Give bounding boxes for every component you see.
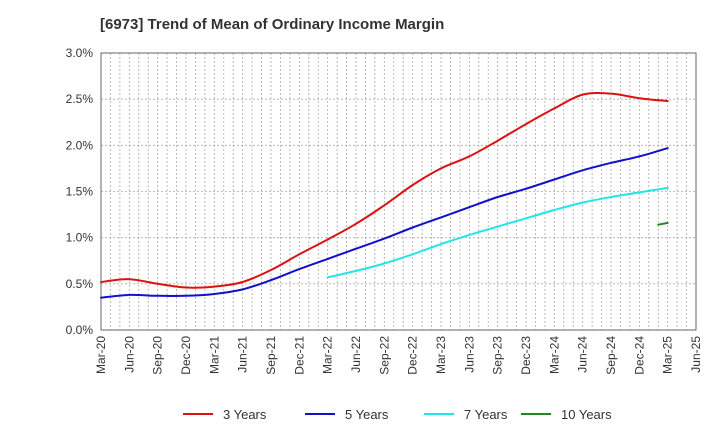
- x-tick-label: Jun-22: [349, 336, 363, 373]
- x-tick-label: Jun-24: [576, 336, 590, 373]
- x-tick-label: Sep-20: [151, 336, 165, 375]
- y-tick-label: 1.5%: [66, 185, 94, 199]
- x-tick-label: Dec-23: [519, 336, 533, 375]
- y-tick-label: 3.0%: [66, 46, 94, 60]
- series-line-5-years: [100, 147, 669, 299]
- x-tick-label: Dec-24: [632, 336, 646, 375]
- y-tick-label: 2.0%: [66, 138, 94, 152]
- x-tick-label: Sep-24: [604, 336, 618, 375]
- legend-label-3-years: 3 Years: [223, 407, 267, 422]
- series-line-10-years: [657, 221, 669, 226]
- legend-label-7-years: 7 Years: [464, 407, 508, 422]
- x-tick-label: Mar-21: [207, 336, 221, 374]
- x-axis: Mar-20 Jun-20 Sep-20 Dec-20 Mar-21 Jun-21 Sep-…: [94, 336, 703, 375]
- x-tick-label: Sep-22: [377, 336, 391, 375]
- series-line-7-years: [326, 186, 669, 279]
- x-tick-label: Jun-23: [462, 336, 476, 373]
- x-tick-label: Mar-20: [94, 336, 108, 374]
- series-line-3-years: [100, 91, 669, 289]
- series-lines: [100, 91, 669, 299]
- x-tick-label: Jun-20: [122, 336, 136, 373]
- chart-title: [6973] Trend of Mean of Ordinary Income …: [100, 16, 444, 33]
- y-tick-label: 1.0%: [66, 231, 94, 245]
- legend: 3 Years 5 Years 7 Years 10 Years: [183, 407, 612, 422]
- plot-border: [100, 52, 697, 331]
- x-tick-label: Sep-21: [264, 336, 278, 375]
- x-tick-label: Jun-25: [689, 336, 703, 373]
- gridlines: [100, 52, 697, 331]
- legend-label-5-years: 5 Years: [345, 407, 389, 422]
- x-tick-label: Mar-24: [547, 336, 561, 374]
- y-axis: 0.0% 0.5% 1.0% 1.5% 2.0% 2.5% 3.0%: [66, 46, 94, 337]
- x-tick-label: Dec-21: [292, 336, 306, 375]
- x-tick-label: Jun-21: [236, 336, 250, 373]
- x-tick-label: Mar-25: [661, 336, 675, 374]
- y-tick-label: 0.5%: [66, 277, 94, 291]
- x-tick-label: Dec-20: [179, 336, 193, 375]
- x-tick-label: Dec-22: [406, 336, 420, 375]
- y-tick-label: 0.0%: [66, 323, 94, 337]
- legend-label-10-years: 10 Years: [561, 407, 612, 422]
- y-tick-label: 2.5%: [66, 92, 94, 106]
- x-tick-label: Sep-23: [491, 336, 505, 375]
- x-tick-label: Mar-23: [434, 336, 448, 374]
- x-tick-label: Mar-22: [321, 336, 335, 374]
